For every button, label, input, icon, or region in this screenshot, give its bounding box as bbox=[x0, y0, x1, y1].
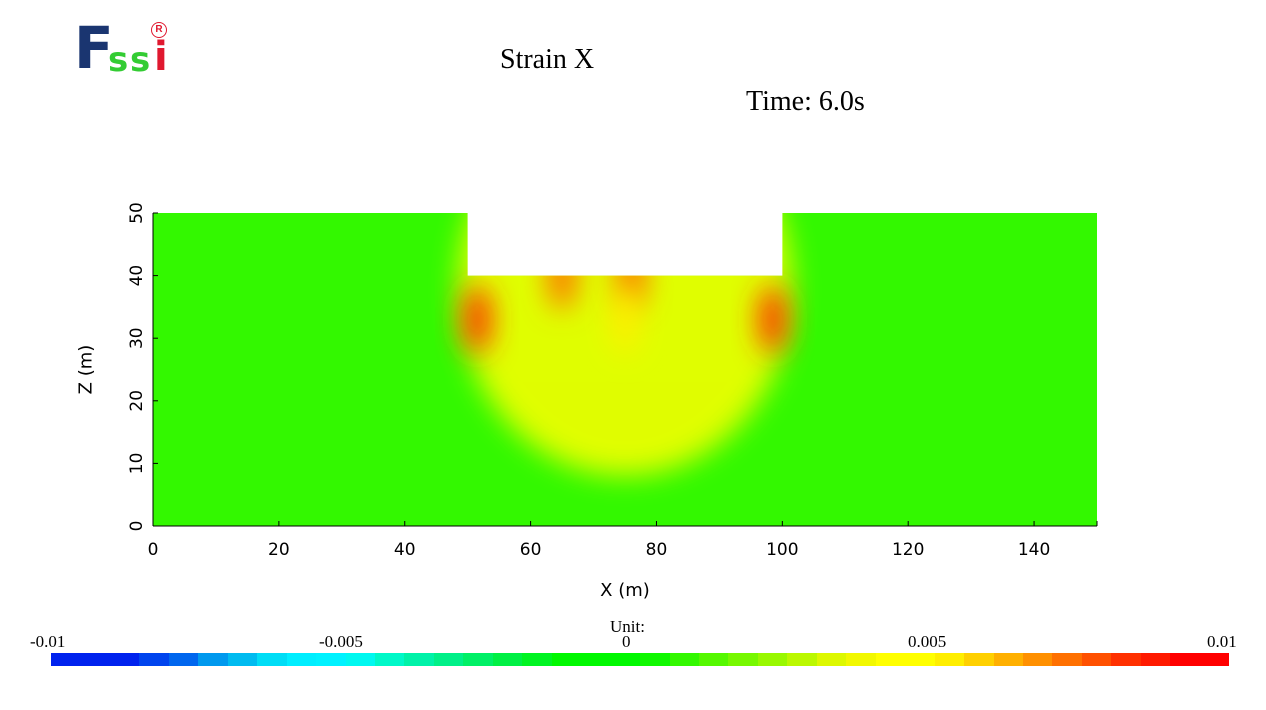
colorbar-segment bbox=[80, 653, 110, 666]
colorbar-segment bbox=[698, 653, 729, 666]
colorbar-segment bbox=[168, 653, 199, 666]
colorbar-segment bbox=[286, 653, 317, 666]
colorbar-segment bbox=[816, 653, 847, 666]
colorbar-segment bbox=[374, 653, 405, 666]
colorbar-unit-label: Unit: bbox=[610, 617, 645, 636]
logo-letter-s: s bbox=[130, 40, 151, 80]
y-tick-label: 20 bbox=[127, 390, 147, 412]
colorbar-segment bbox=[1170, 653, 1200, 666]
colorbar-segment bbox=[1081, 653, 1112, 666]
colorbar-tick-label: 0.01 bbox=[1207, 632, 1237, 651]
colorbar-tick-label: -0.01 bbox=[30, 632, 66, 651]
colorbar-segment bbox=[463, 653, 493, 666]
y-tick-label: 40 bbox=[127, 265, 147, 287]
colorbar-segment bbox=[669, 653, 699, 666]
colorbar-segment bbox=[109, 653, 140, 666]
x-tick-label: 60 bbox=[520, 540, 542, 560]
logo-letter-s: s bbox=[108, 40, 129, 80]
x-axis-label: X (m) bbox=[600, 580, 650, 601]
y-axis-label: Z (m) bbox=[76, 345, 97, 395]
fssi-logo: F s s i R bbox=[74, 14, 174, 86]
x-tick-label: 40 bbox=[394, 540, 416, 560]
colorbar-tick-label: 0 bbox=[622, 632, 631, 651]
colorbar-segment bbox=[257, 653, 287, 666]
strain-hotspot bbox=[611, 285, 639, 354]
colorbar-segment bbox=[522, 653, 552, 666]
logo-letter-f: F bbox=[74, 14, 114, 82]
colorbar-segment bbox=[875, 653, 906, 666]
colorbar-segment bbox=[1140, 653, 1171, 666]
colorbar-segment bbox=[139, 653, 169, 666]
colorbar-segment bbox=[551, 653, 582, 666]
colorbar-segment bbox=[905, 653, 935, 666]
colorbar-segment bbox=[227, 653, 258, 666]
colorbar-segment bbox=[846, 653, 876, 666]
plot-title: Strain X bbox=[500, 44, 595, 75]
colorbar-segment bbox=[316, 653, 346, 666]
time-label: Time: 6.0s bbox=[746, 86, 865, 117]
y-tick-label: 50 bbox=[127, 202, 147, 224]
colorbar-segment bbox=[934, 653, 965, 666]
strain-hotspot bbox=[463, 285, 492, 354]
colorbar-segment bbox=[964, 653, 994, 666]
x-tick-label: 80 bbox=[646, 540, 668, 560]
registered-mark-icon: R bbox=[151, 22, 167, 38]
colorbar-segment bbox=[492, 653, 523, 666]
colorbar-segment bbox=[1111, 653, 1141, 666]
colorbar-segment bbox=[581, 653, 611, 666]
colorbar-segment bbox=[787, 653, 817, 666]
strain-hotspot bbox=[548, 241, 577, 310]
colorbar-segment bbox=[610, 653, 641, 666]
logo-letter-i: i bbox=[154, 34, 168, 80]
colorbar-segment bbox=[198, 653, 228, 666]
x-tick-label: 100 bbox=[766, 540, 798, 560]
colorbar-segment bbox=[345, 653, 375, 666]
colorbar-segment bbox=[1199, 653, 1230, 666]
colorbar-segment bbox=[640, 653, 670, 666]
colorbar-segment bbox=[1052, 653, 1082, 666]
colorbar bbox=[51, 653, 1230, 666]
x-tick-label: 140 bbox=[1018, 540, 1050, 560]
x-tick-label: 20 bbox=[268, 540, 290, 560]
y-tick-label: 0 bbox=[127, 521, 147, 532]
y-tick-label: 10 bbox=[127, 453, 147, 475]
colorbar-segment bbox=[404, 653, 434, 666]
colorbar-segment bbox=[1022, 653, 1053, 666]
colorbar-segment bbox=[993, 653, 1023, 666]
colorbar-segment bbox=[433, 653, 464, 666]
colorbar-tick-label: 0.005 bbox=[908, 632, 947, 651]
strain-hotspot bbox=[758, 285, 787, 354]
y-tick-label: 30 bbox=[127, 327, 147, 349]
colorbar-segment bbox=[757, 653, 788, 666]
colorbar-segment bbox=[51, 653, 81, 666]
colorbar-segment bbox=[728, 653, 758, 666]
x-tick-label: 0 bbox=[148, 540, 159, 560]
colorbar-tick-label: -0.005 bbox=[319, 632, 363, 651]
x-tick-label: 120 bbox=[892, 540, 924, 560]
strain-field bbox=[153, 213, 1097, 526]
